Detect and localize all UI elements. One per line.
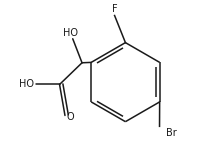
Text: HO: HO (63, 28, 78, 38)
Text: HO: HO (19, 80, 34, 89)
Text: F: F (112, 4, 117, 13)
Text: O: O (66, 112, 74, 122)
Text: Br: Br (166, 128, 176, 137)
